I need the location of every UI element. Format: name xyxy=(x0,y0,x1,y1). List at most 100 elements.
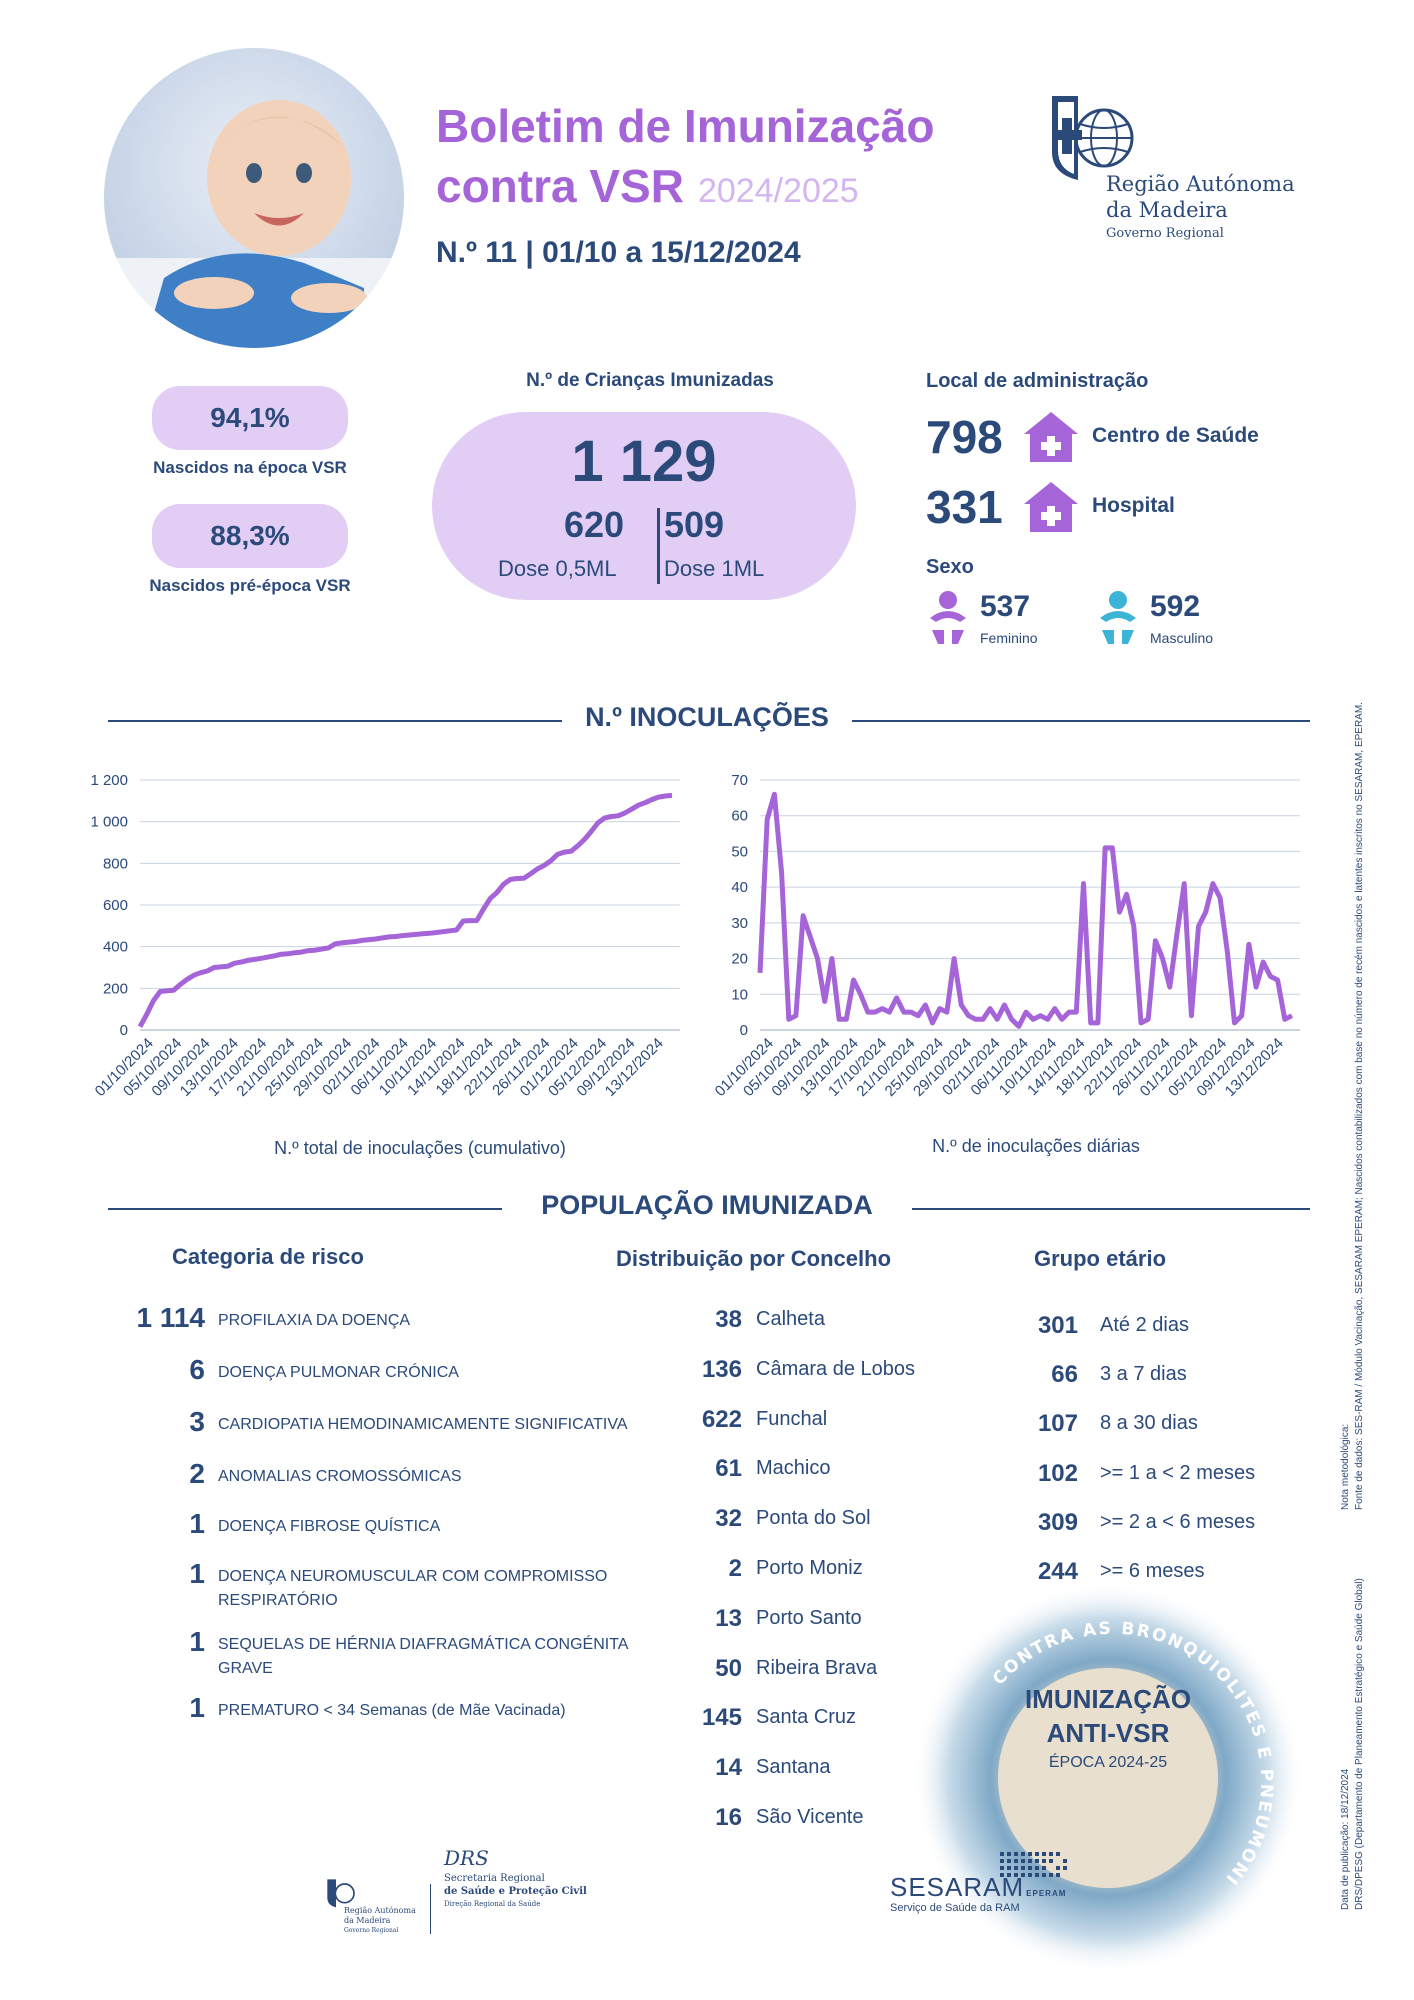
footer-region-emblem xyxy=(326,1878,356,1913)
y-tick-label: 20 xyxy=(731,951,748,968)
sesaram-dot xyxy=(1042,1859,1046,1863)
baby-photo xyxy=(104,48,404,348)
cc-row: 622 Funchal xyxy=(680,1406,980,1446)
footer-rgn-line3: Governo Regional xyxy=(344,1927,399,1934)
sesaram-dot xyxy=(1021,1866,1025,1870)
age-number: 301 xyxy=(1037,1312,1078,1339)
sesaram-dot xyxy=(1028,1873,1032,1877)
age-label: >= 1 a < 2 meses xyxy=(1100,1461,1256,1484)
y-tick-label: 800 xyxy=(103,855,128,872)
series-line xyxy=(757,791,1294,1029)
male-icon xyxy=(1098,590,1138,651)
cc-number: 32 xyxy=(715,1505,742,1533)
children-total: 1 129 xyxy=(571,429,717,494)
sesaram-dot xyxy=(1000,1866,1004,1870)
footer-region-text: Região Autónoma da Madeira Governo Regio… xyxy=(344,1906,416,1936)
pct-preseason-pill: 88,3% xyxy=(152,504,348,568)
female-number: 537 xyxy=(980,590,1031,623)
baby-illustration xyxy=(104,100,404,348)
dose1-label: Dose 0,5ML xyxy=(498,556,617,581)
risk-row: 1 114 PROFILAXIA DA DOENÇA xyxy=(110,1302,670,1342)
cc-row: 32 Ponta do Sol xyxy=(680,1505,980,1545)
sesaram-dot xyxy=(1042,1866,1046,1870)
risk-number: 2 xyxy=(189,1458,205,1489)
risk-number: 3 xyxy=(189,1406,205,1437)
risk-label: PREMATURO < 34 Semanas (de Mãe Vacinada) xyxy=(218,1702,566,1719)
concelho-title: Distribuição por Concelho xyxy=(616,1246,892,1271)
y-tick-label: 1 200 xyxy=(90,772,128,789)
sesaram-dot xyxy=(1014,1866,1018,1870)
risk-row: 1 PREMATURO < 34 Semanas (de Mãe Vacinada… xyxy=(110,1692,670,1732)
cc-label: Funchal xyxy=(756,1407,828,1430)
health-center-label: Centro de Saúde xyxy=(1092,424,1259,447)
sesaram-dot xyxy=(1021,1852,1025,1856)
risk-row: 6 DOENÇA PULMONAR CRÓNICA xyxy=(110,1354,670,1394)
age-row: 309 >= 2 a < 6 meses xyxy=(1010,1509,1310,1549)
section-title-inoculations: N.º INOCULAÇÕES xyxy=(585,702,829,732)
sesaram-dot xyxy=(1000,1859,1004,1863)
cc-label: Santa Cruz xyxy=(756,1706,857,1729)
dose1-number: 620 xyxy=(564,504,625,545)
sesaram-dot xyxy=(1042,1873,1046,1877)
logo-text-line1: Região Autónoma xyxy=(1106,172,1295,196)
cc-row: 16 São Vicente xyxy=(680,1804,980,1844)
cc-number: 622 xyxy=(701,1405,742,1433)
y-tick-label: 200 xyxy=(103,980,128,997)
cc-number: 14 xyxy=(715,1754,742,1782)
age-number: 66 xyxy=(1051,1361,1078,1389)
sesaram-dots-icon xyxy=(1000,1852,1080,1887)
cc-label: Ponta do Sol xyxy=(756,1507,871,1530)
sesaram-dot xyxy=(1035,1852,1039,1856)
sesaram-dot xyxy=(1049,1873,1053,1877)
footer-drs-line2: de Saúde e Proteção Civil xyxy=(444,1886,587,1897)
age-label: Até 2 dias xyxy=(1100,1314,1189,1336)
cc-label: São Vicente xyxy=(756,1806,864,1828)
cc-label: Câmara de Lobos xyxy=(756,1357,915,1380)
sesaram-dot xyxy=(1014,1873,1018,1877)
title-line2-text: contra VSR xyxy=(436,160,684,212)
cc-number: 61 xyxy=(715,1455,742,1483)
footer-drs-logo: DRS xyxy=(444,1846,489,1870)
age-label: >= 6 meses xyxy=(1100,1560,1205,1582)
page-title: Boletim de Imunização contra VSR 2024/202… xyxy=(436,96,934,221)
sex-title: Sexo xyxy=(926,556,974,578)
footer-drs-line3: Direção Regional da Saúde xyxy=(444,1900,541,1908)
hospital-icon xyxy=(1022,480,1080,539)
risk-row: 2 ANOMALIAS CROMOSSÓMICAS xyxy=(110,1458,670,1498)
cc-number: 145 xyxy=(701,1704,742,1732)
side-note-4: DRS/DPESG (Departamento de Planeamento E… xyxy=(1354,1578,1365,1910)
title-line2: contra VSR 2024/2025 xyxy=(436,156,934,221)
y-tick-label: 0 xyxy=(740,1022,748,1039)
sesaram-dot xyxy=(1056,1873,1060,1877)
risk-label: SEQUELAS DE HÉRNIA DIAFRAGMÁTICA CONGÉNI… xyxy=(218,1636,628,1677)
y-tick-label: 0 xyxy=(120,1022,128,1039)
cc-number: 50 xyxy=(715,1654,742,1682)
children-label: N.º de Crianças Imunizadas xyxy=(526,370,774,391)
age-row: 107 8 a 30 dias xyxy=(1010,1410,1310,1450)
sesaram-dot xyxy=(1014,1852,1018,1856)
risk-number: 1 xyxy=(189,1558,205,1589)
risk-number: 6 xyxy=(189,1354,205,1385)
sesaram-dot xyxy=(1007,1873,1011,1877)
sesaram-dot xyxy=(1028,1866,1032,1870)
section-line-right xyxy=(852,720,1310,722)
pct-season-label: Nascidos na época VSR xyxy=(153,458,347,477)
series-line xyxy=(137,792,673,1028)
sesaram-dot xyxy=(1021,1873,1025,1877)
region-logo-emblem xyxy=(1048,92,1138,182)
cc-label: Ribeira Brava xyxy=(756,1656,878,1679)
sesaram-dot xyxy=(1007,1852,1011,1856)
section-line-right-2 xyxy=(912,1208,1310,1210)
sesaram-dot xyxy=(1056,1866,1060,1870)
age-number: 309 xyxy=(1037,1508,1078,1536)
health-center-number: 798 xyxy=(926,411,1003,463)
dose-divider xyxy=(657,508,660,584)
risk-number: 1 xyxy=(189,1692,205,1723)
footer-sesaram-sub: Serviço de Saúde da RAM xyxy=(890,1902,1020,1914)
section-line-left-2 xyxy=(108,1208,502,1210)
sesaram-dot xyxy=(1042,1852,1046,1856)
age-row: 66 3 a 7 dias xyxy=(1010,1361,1310,1401)
sesaram-dot xyxy=(1028,1852,1032,1856)
hospital-label: Hospital xyxy=(1092,494,1175,517)
